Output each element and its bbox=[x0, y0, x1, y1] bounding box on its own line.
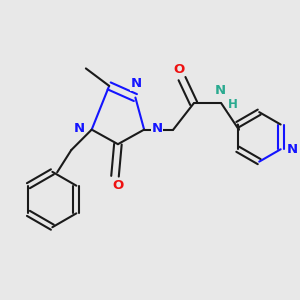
Text: N: N bbox=[214, 84, 225, 97]
Text: O: O bbox=[173, 63, 185, 76]
Text: N: N bbox=[73, 122, 84, 135]
Text: N: N bbox=[130, 77, 142, 90]
Text: O: O bbox=[112, 178, 124, 191]
Text: H: H bbox=[228, 98, 238, 111]
Text: N: N bbox=[287, 143, 298, 156]
Text: N: N bbox=[152, 122, 163, 135]
